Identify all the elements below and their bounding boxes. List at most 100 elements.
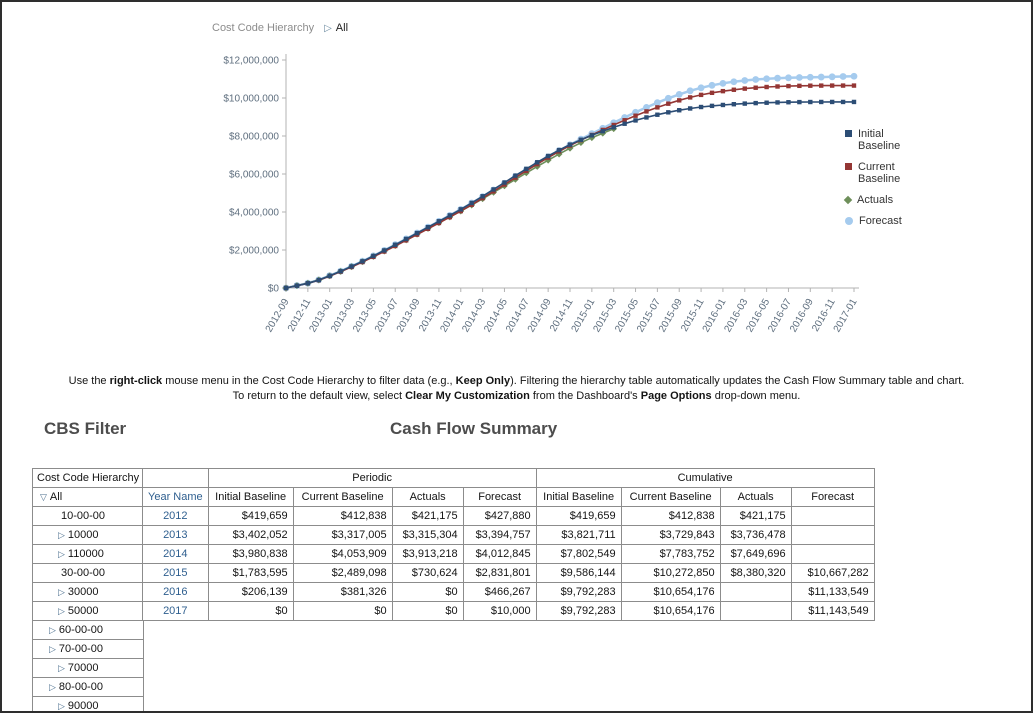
summary-cell: $3,913,218 xyxy=(391,544,464,564)
legend-label: Actuals xyxy=(857,194,894,206)
svg-text:$2,000,000: $2,000,000 xyxy=(229,246,279,257)
instructions-line-2: To return to the default view, select Cl… xyxy=(232,390,801,402)
summary-cell: $10,000 xyxy=(462,601,537,621)
cbs-row-70-00-00[interactable]: ▷ 70-00-00 xyxy=(31,639,145,659)
cbs-row-50000[interactable]: ▷ 50000 xyxy=(31,601,145,621)
tree-toggle-icon[interactable]: ▷ xyxy=(58,663,65,673)
tree-toggle-icon[interactable]: ▷ xyxy=(58,587,65,597)
year-link-2016[interactable]: 2016 xyxy=(163,586,188,598)
summary-cell: $412,838 xyxy=(620,506,721,526)
breadcrumb: Cost Code Hierarchy ▷ All xyxy=(212,22,348,34)
summary-cell: $7,802,549 xyxy=(535,544,622,564)
summary-cell xyxy=(790,525,875,545)
instructions: Use the right-click mouse menu in the Co… xyxy=(2,374,1031,404)
cash-flow-summary-heading: Cash Flow Summary xyxy=(390,419,558,438)
cbs-table-body: ▽ All 10-00-00 ▷ 10000 ▷ 110000 30-00-00 ▷ 30000 ▷… xyxy=(31,487,145,712)
summary-thead: Periodic Cumulative Year Name Initial Basel… xyxy=(142,468,875,507)
year-link-2014[interactable]: 2014 xyxy=(163,548,188,560)
cbs-row-10000[interactable]: ▷ 10000 xyxy=(31,525,145,545)
tree-toggle-icon[interactable]: ▷ xyxy=(49,625,56,635)
tree-toggle-icon[interactable]: ▷ xyxy=(49,682,56,692)
summary-cell: $3,394,757 xyxy=(462,525,537,545)
summary-cell xyxy=(790,544,875,564)
summary-cell: $427,880 xyxy=(462,506,537,526)
summary-cell: $7,783,752 xyxy=(620,544,721,564)
summary-row-2012: 2012 $419,659 $412,838 $421,175 $427,880 $419… xyxy=(142,506,875,526)
summary-cell: $9,792,283 xyxy=(535,582,622,602)
summary-cell: $8,380,320 xyxy=(719,563,792,583)
cost-code-hierarchy-header: Cost Code Hierarchy xyxy=(31,468,145,488)
year-link-2012[interactable]: 2012 xyxy=(163,510,188,522)
summary-cell: $2,831,801 xyxy=(462,563,537,583)
summary-tbody: 2012 $419,659 $412,838 $421,175 $427,880 $419… xyxy=(142,506,875,621)
chart-legend: Initial Baseline Current Baseline Actuals F… xyxy=(843,128,929,227)
summary-cell: $11,133,549 xyxy=(790,582,875,602)
cbs-row-30-00-00[interactable]: 30-00-00 xyxy=(31,563,145,583)
cbs-row-90000[interactable]: ▷ 90000 xyxy=(31,696,145,712)
summary-row-2013: 2013 $3,402,052 $3,317,005 $3,315,304 $3,394… xyxy=(142,525,875,545)
legend-item-initial-baseline: Initial Baseline xyxy=(845,128,929,152)
summary-cell: $9,792,283 xyxy=(535,601,622,621)
tree-toggle-icon[interactable]: ▷ xyxy=(58,701,65,711)
cbs-node-label: All xyxy=(49,491,63,503)
summary-cell: $4,012,845 xyxy=(462,544,537,564)
summary-cell: $10,654,176 xyxy=(620,601,721,621)
summary-cell: $412,838 xyxy=(292,506,393,526)
cbs-row-all[interactable]: ▽ All xyxy=(31,487,145,507)
instructions-line-1: Use the right-click mouse menu in the Co… xyxy=(68,375,965,387)
legend-label: Initial Baseline xyxy=(858,128,901,152)
summary-cell: $466,267 xyxy=(462,582,537,602)
cbs-row-10-00-00[interactable]: 10-00-00 xyxy=(31,506,145,526)
tree-toggle-icon[interactable]: ▽ xyxy=(40,492,47,502)
cbs-node-label: 90000 xyxy=(67,700,99,712)
cbs-node-label: 110000 xyxy=(67,548,104,560)
legend-label: Forecast xyxy=(859,215,902,227)
svg-text:$4,000,000: $4,000,000 xyxy=(229,208,279,219)
summary-col-actuals: Actuals xyxy=(391,487,464,507)
cbs-row-60-00-00[interactable]: ▷ 60-00-00 xyxy=(31,620,145,640)
tree-toggle-icon[interactable]: ▷ xyxy=(58,549,65,559)
summary-cell: $3,317,005 xyxy=(292,525,393,545)
summary-cell: $2,489,098 xyxy=(292,563,393,583)
summary-cell: $10,272,850 xyxy=(620,563,721,583)
cbs-node-label: 10-00-00 xyxy=(61,510,106,522)
summary-group-periodic: Periodic xyxy=(207,468,537,488)
summary-corner-cell xyxy=(142,468,209,488)
current-baseline-legend-marker-icon xyxy=(845,163,852,170)
tree-toggle-icon[interactable]: ▷ xyxy=(58,530,65,540)
summary-cell xyxy=(790,506,875,526)
tree-toggle-icon[interactable]: ▷ xyxy=(49,644,56,654)
summary-cell: $0 xyxy=(292,601,393,621)
legend-item-forecast: Forecast xyxy=(845,215,929,227)
summary-cell: $421,175 xyxy=(391,506,464,526)
summary-cell: $419,659 xyxy=(535,506,622,526)
summary-cell: $0 xyxy=(391,582,464,602)
cbs-row-110000[interactable]: ▷ 110000 xyxy=(31,544,145,564)
cbs-row-30000[interactable]: ▷ 30000 xyxy=(31,582,145,602)
summary-col-forecast: Forecast xyxy=(790,487,875,507)
svg-text:$6,000,000: $6,000,000 xyxy=(229,170,279,181)
cash-flow-chart: $0 $2,000,000 $4,000,000 $6,000,000 $8,000,0… xyxy=(223,54,860,334)
year-link-2015[interactable]: 2015 xyxy=(163,567,188,579)
summary-cell: $421,175 xyxy=(719,506,792,526)
summary-cell: $381,326 xyxy=(292,582,393,602)
cbs-row-70000[interactable]: ▷ 70000 xyxy=(31,658,145,678)
cbs-node-label: 30-00-00 xyxy=(61,567,106,579)
cbs-row-80-00-00[interactable]: ▷ 80-00-00 xyxy=(31,677,145,697)
summary-cell: $3,736,478 xyxy=(719,525,792,545)
summary-col-initial-baseline: Initial Baseline xyxy=(535,487,622,507)
summary-cell: $10,654,176 xyxy=(620,582,721,602)
cbs-node-label: 60-00-00 xyxy=(58,624,103,636)
legend-item-current-baseline: Current Baseline xyxy=(845,161,929,185)
summary-cell xyxy=(719,601,792,621)
summary-cell: $3,821,711 xyxy=(535,525,622,545)
summary-row-2014: 2014 $3,980,838 $4,053,909 $3,913,218 $4,012… xyxy=(142,544,875,564)
cbs-node-label: 70000 xyxy=(67,662,99,674)
year-link-2017[interactable]: 2017 xyxy=(163,605,188,617)
series-current-baseline xyxy=(283,83,857,291)
summary-cell: $9,586,144 xyxy=(535,563,622,583)
svg-text:$12,000,000: $12,000,000 xyxy=(223,56,279,67)
svg-text:$0: $0 xyxy=(268,284,280,295)
tree-toggle-icon[interactable]: ▷ xyxy=(58,606,65,616)
year-link-2013[interactable]: 2013 xyxy=(163,529,188,541)
